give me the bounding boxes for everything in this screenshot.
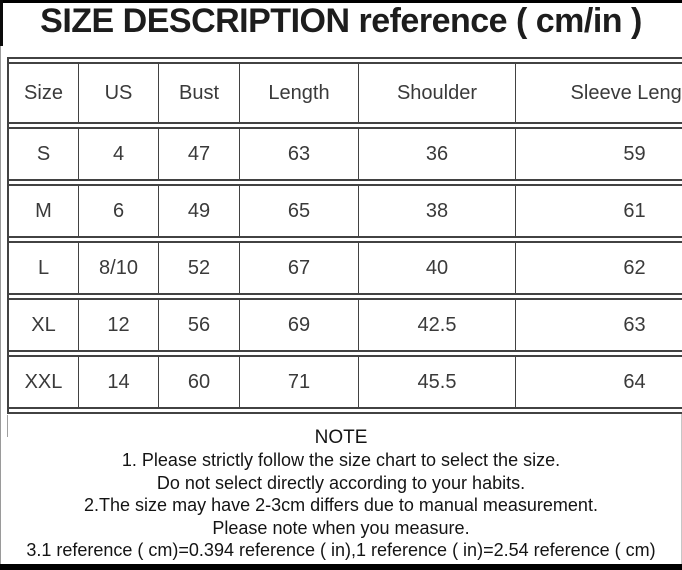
page-title: SIZE DESCRIPTION reference ( cm/in ) bbox=[40, 2, 642, 40]
cell-shoulder: 45.5 bbox=[358, 355, 515, 409]
column-header-sleeve-length: Sleeve Length bbox=[515, 62, 682, 124]
bottom-frame-line bbox=[0, 564, 682, 570]
table-row-xxl: XXL 14 60 71 45.5 64 bbox=[9, 355, 682, 409]
cell-us: 6 bbox=[78, 184, 158, 238]
cell-length: 69 bbox=[239, 298, 358, 352]
cell-sleeve-length: 63 bbox=[515, 298, 682, 352]
note-line: 2.The size may have 2-3cm differs due to… bbox=[84, 495, 598, 516]
cell-length: 65 bbox=[239, 184, 358, 238]
note-line: Please note when you measure. bbox=[212, 517, 470, 538]
cell-sleeve-length: 62 bbox=[515, 241, 682, 295]
table-row-l: L 8/10 52 67 40 62 bbox=[9, 241, 682, 295]
note-line: 3.1 reference ( cm)=0.394 reference ( in… bbox=[26, 540, 656, 561]
cell-shoulder: 38 bbox=[358, 184, 515, 238]
left-frame-line bbox=[0, 46, 1, 564]
cell-bust: 60 bbox=[158, 355, 239, 409]
cell-size: XL bbox=[9, 298, 78, 352]
table-row-s: S 4 47 63 36 59 bbox=[9, 127, 682, 181]
cell-size: XXL bbox=[9, 355, 78, 409]
left-frame-line-top bbox=[0, 0, 3, 46]
cell-bust: 56 bbox=[158, 298, 239, 352]
cell-length: 71 bbox=[239, 355, 358, 409]
cell-size: M bbox=[9, 184, 78, 238]
cell-us: 12 bbox=[78, 298, 158, 352]
column-header-shoulder: Shoulder bbox=[358, 62, 515, 124]
cell-shoulder: 42.5 bbox=[358, 298, 515, 352]
column-header-bust: Bust bbox=[158, 62, 239, 124]
cell-shoulder: 36 bbox=[358, 127, 515, 181]
column-header-us: US bbox=[78, 62, 158, 124]
size-table-container: Size US Bust Length Shoulder Sleeve Leng… bbox=[7, 57, 682, 417]
note-section: NOTE 1. Please strictly follow the size … bbox=[0, 427, 682, 561]
cell-sleeve-length: 59 bbox=[515, 127, 682, 181]
cell-us: 4 bbox=[78, 127, 158, 181]
cell-sleeve-length: 61 bbox=[515, 184, 682, 238]
top-frame-line bbox=[0, 0, 682, 3]
cell-bust: 47 bbox=[158, 127, 239, 181]
table-header-row: Size US Bust Length Shoulder Sleeve Leng… bbox=[9, 62, 682, 124]
note-line: Do not select directly according to your… bbox=[156, 472, 526, 493]
cell-us: 8/10 bbox=[78, 241, 158, 295]
column-header-size: Size bbox=[9, 62, 78, 124]
table-row-m: M 6 49 65 38 61 bbox=[9, 184, 682, 238]
cell-length: 63 bbox=[239, 127, 358, 181]
cell-size: S bbox=[9, 127, 78, 181]
note-title: NOTE bbox=[314, 427, 368, 448]
cell-bust: 49 bbox=[158, 184, 239, 238]
cell-us: 14 bbox=[78, 355, 158, 409]
cell-bust: 52 bbox=[158, 241, 239, 295]
column-header-length: Length bbox=[239, 62, 358, 124]
cell-shoulder: 40 bbox=[358, 241, 515, 295]
table-row-xl: XL 12 56 69 42.5 63 bbox=[9, 298, 682, 352]
note-line: 1. Please strictly follow the size chart… bbox=[121, 450, 561, 471]
table-left-border-stub bbox=[7, 415, 8, 437]
cell-length: 67 bbox=[239, 241, 358, 295]
cell-size: L bbox=[9, 241, 78, 295]
cell-sleeve-length: 64 bbox=[515, 355, 682, 409]
size-table: Size US Bust Length Shoulder Sleeve Leng… bbox=[7, 57, 682, 414]
